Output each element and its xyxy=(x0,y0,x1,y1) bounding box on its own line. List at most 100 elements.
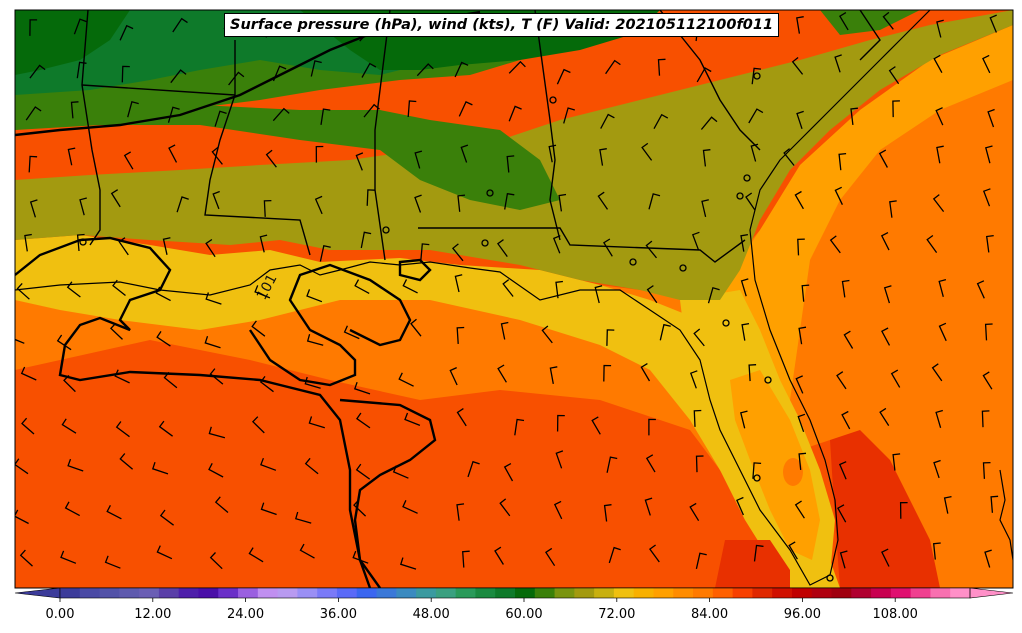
wind-barb xyxy=(829,235,841,254)
temperature-field-yellow xyxy=(15,235,840,588)
wind-barb xyxy=(606,329,615,346)
wind-barb xyxy=(163,371,178,389)
wind-barb xyxy=(508,105,522,122)
wind-barb xyxy=(449,367,458,386)
colorbar-swatch xyxy=(554,588,575,598)
wind-barb xyxy=(56,334,72,351)
wind-barb xyxy=(392,465,409,479)
colorbar-swatch xyxy=(791,588,813,598)
wind-barb xyxy=(502,279,514,297)
colorbar-swatch xyxy=(475,588,496,598)
colorbar-swatch xyxy=(158,588,180,598)
wind-barb xyxy=(936,145,944,164)
wind-barb xyxy=(506,155,515,173)
wind-barb xyxy=(319,245,331,262)
wind-barb xyxy=(926,234,938,253)
wind-barb xyxy=(541,325,553,344)
wind-barb xyxy=(121,65,130,83)
wind-barb xyxy=(29,199,38,218)
wind-barb xyxy=(597,191,609,210)
wind-barb xyxy=(61,418,77,434)
station-markers xyxy=(79,72,834,582)
wind-barb xyxy=(796,16,804,34)
wind-barb xyxy=(741,322,750,341)
colorbar-swatch xyxy=(257,588,279,598)
wind-barb xyxy=(693,328,705,347)
wind-barb xyxy=(314,195,323,215)
wind-barb xyxy=(494,546,504,565)
temperature-field-keys xyxy=(715,540,790,588)
wind-barb xyxy=(653,113,669,130)
colorbar-tick-label: 48.00 xyxy=(412,607,450,622)
wind-barb xyxy=(938,278,947,297)
wind-barb xyxy=(797,238,805,256)
wind-barb xyxy=(308,416,325,429)
wind-barb xyxy=(750,143,759,162)
wind-barb xyxy=(159,509,174,526)
colorbar-swatch xyxy=(139,588,160,598)
wind-barb xyxy=(306,289,323,303)
colorbar-swatch xyxy=(890,588,912,598)
wind-barb xyxy=(899,501,908,519)
colorbar-swatch xyxy=(712,588,734,598)
wind-barb xyxy=(104,555,121,569)
wind-barb xyxy=(657,58,666,76)
wind-barb xyxy=(753,544,764,562)
wind-barb xyxy=(982,54,991,74)
wind-barb xyxy=(76,233,85,252)
wind-barb xyxy=(315,145,324,163)
wind-barb xyxy=(838,461,847,480)
colorbar-swatch xyxy=(732,588,753,598)
wind-barb xyxy=(205,238,216,258)
colorbar-swatch xyxy=(871,588,892,598)
colorbar-swatch xyxy=(772,588,793,598)
wind-barb xyxy=(693,409,702,427)
wind-barb xyxy=(209,368,224,385)
wind-barb xyxy=(355,152,364,171)
wind-barb xyxy=(558,193,567,212)
temperature-field-northeast-green xyxy=(820,10,920,35)
wind-barb xyxy=(545,547,556,567)
wind-barb xyxy=(736,496,744,516)
state-boundaries xyxy=(81,10,881,263)
wind-barb xyxy=(454,61,469,78)
colorbar-swatch xyxy=(693,588,714,598)
colorbar-swatch xyxy=(910,588,931,598)
wind-barb xyxy=(355,463,371,480)
wind-barb xyxy=(745,192,756,211)
wind-barb xyxy=(353,499,367,517)
wind-barb xyxy=(984,549,992,568)
wind-barb xyxy=(118,237,129,256)
colorbar-swatch xyxy=(317,588,338,598)
map-area: 101 xyxy=(15,10,1013,588)
wind-barb xyxy=(265,149,277,168)
wind-barb xyxy=(889,200,897,218)
temperature-field-dark-green-west xyxy=(15,10,130,75)
temperature-field-light-orange xyxy=(700,25,1013,420)
colorbar-swatch xyxy=(613,588,635,598)
wind-barb xyxy=(836,371,847,390)
colorbar-border xyxy=(59,587,971,599)
wind-barb xyxy=(304,376,321,389)
wind-barb xyxy=(838,152,847,171)
wind-barb xyxy=(508,60,526,74)
wind-barb xyxy=(981,410,990,428)
wind-barb xyxy=(839,12,849,31)
colorbar-swatch xyxy=(673,588,694,598)
wind-barb xyxy=(360,231,372,249)
wind-barb xyxy=(112,279,126,297)
wind-barb xyxy=(603,364,612,382)
wind-barb xyxy=(109,322,123,340)
wind-barb xyxy=(354,279,370,294)
wind-barb xyxy=(890,369,901,388)
wind-barb xyxy=(294,511,312,524)
wind-barb xyxy=(467,460,480,478)
wind-barb xyxy=(496,239,508,257)
wind-barb xyxy=(119,24,134,41)
wind-barb xyxy=(707,286,720,304)
colorbar-swatch xyxy=(376,588,397,598)
wind-barb xyxy=(990,495,999,513)
wind-barb xyxy=(796,110,804,130)
colorbar-swatch xyxy=(218,588,239,598)
